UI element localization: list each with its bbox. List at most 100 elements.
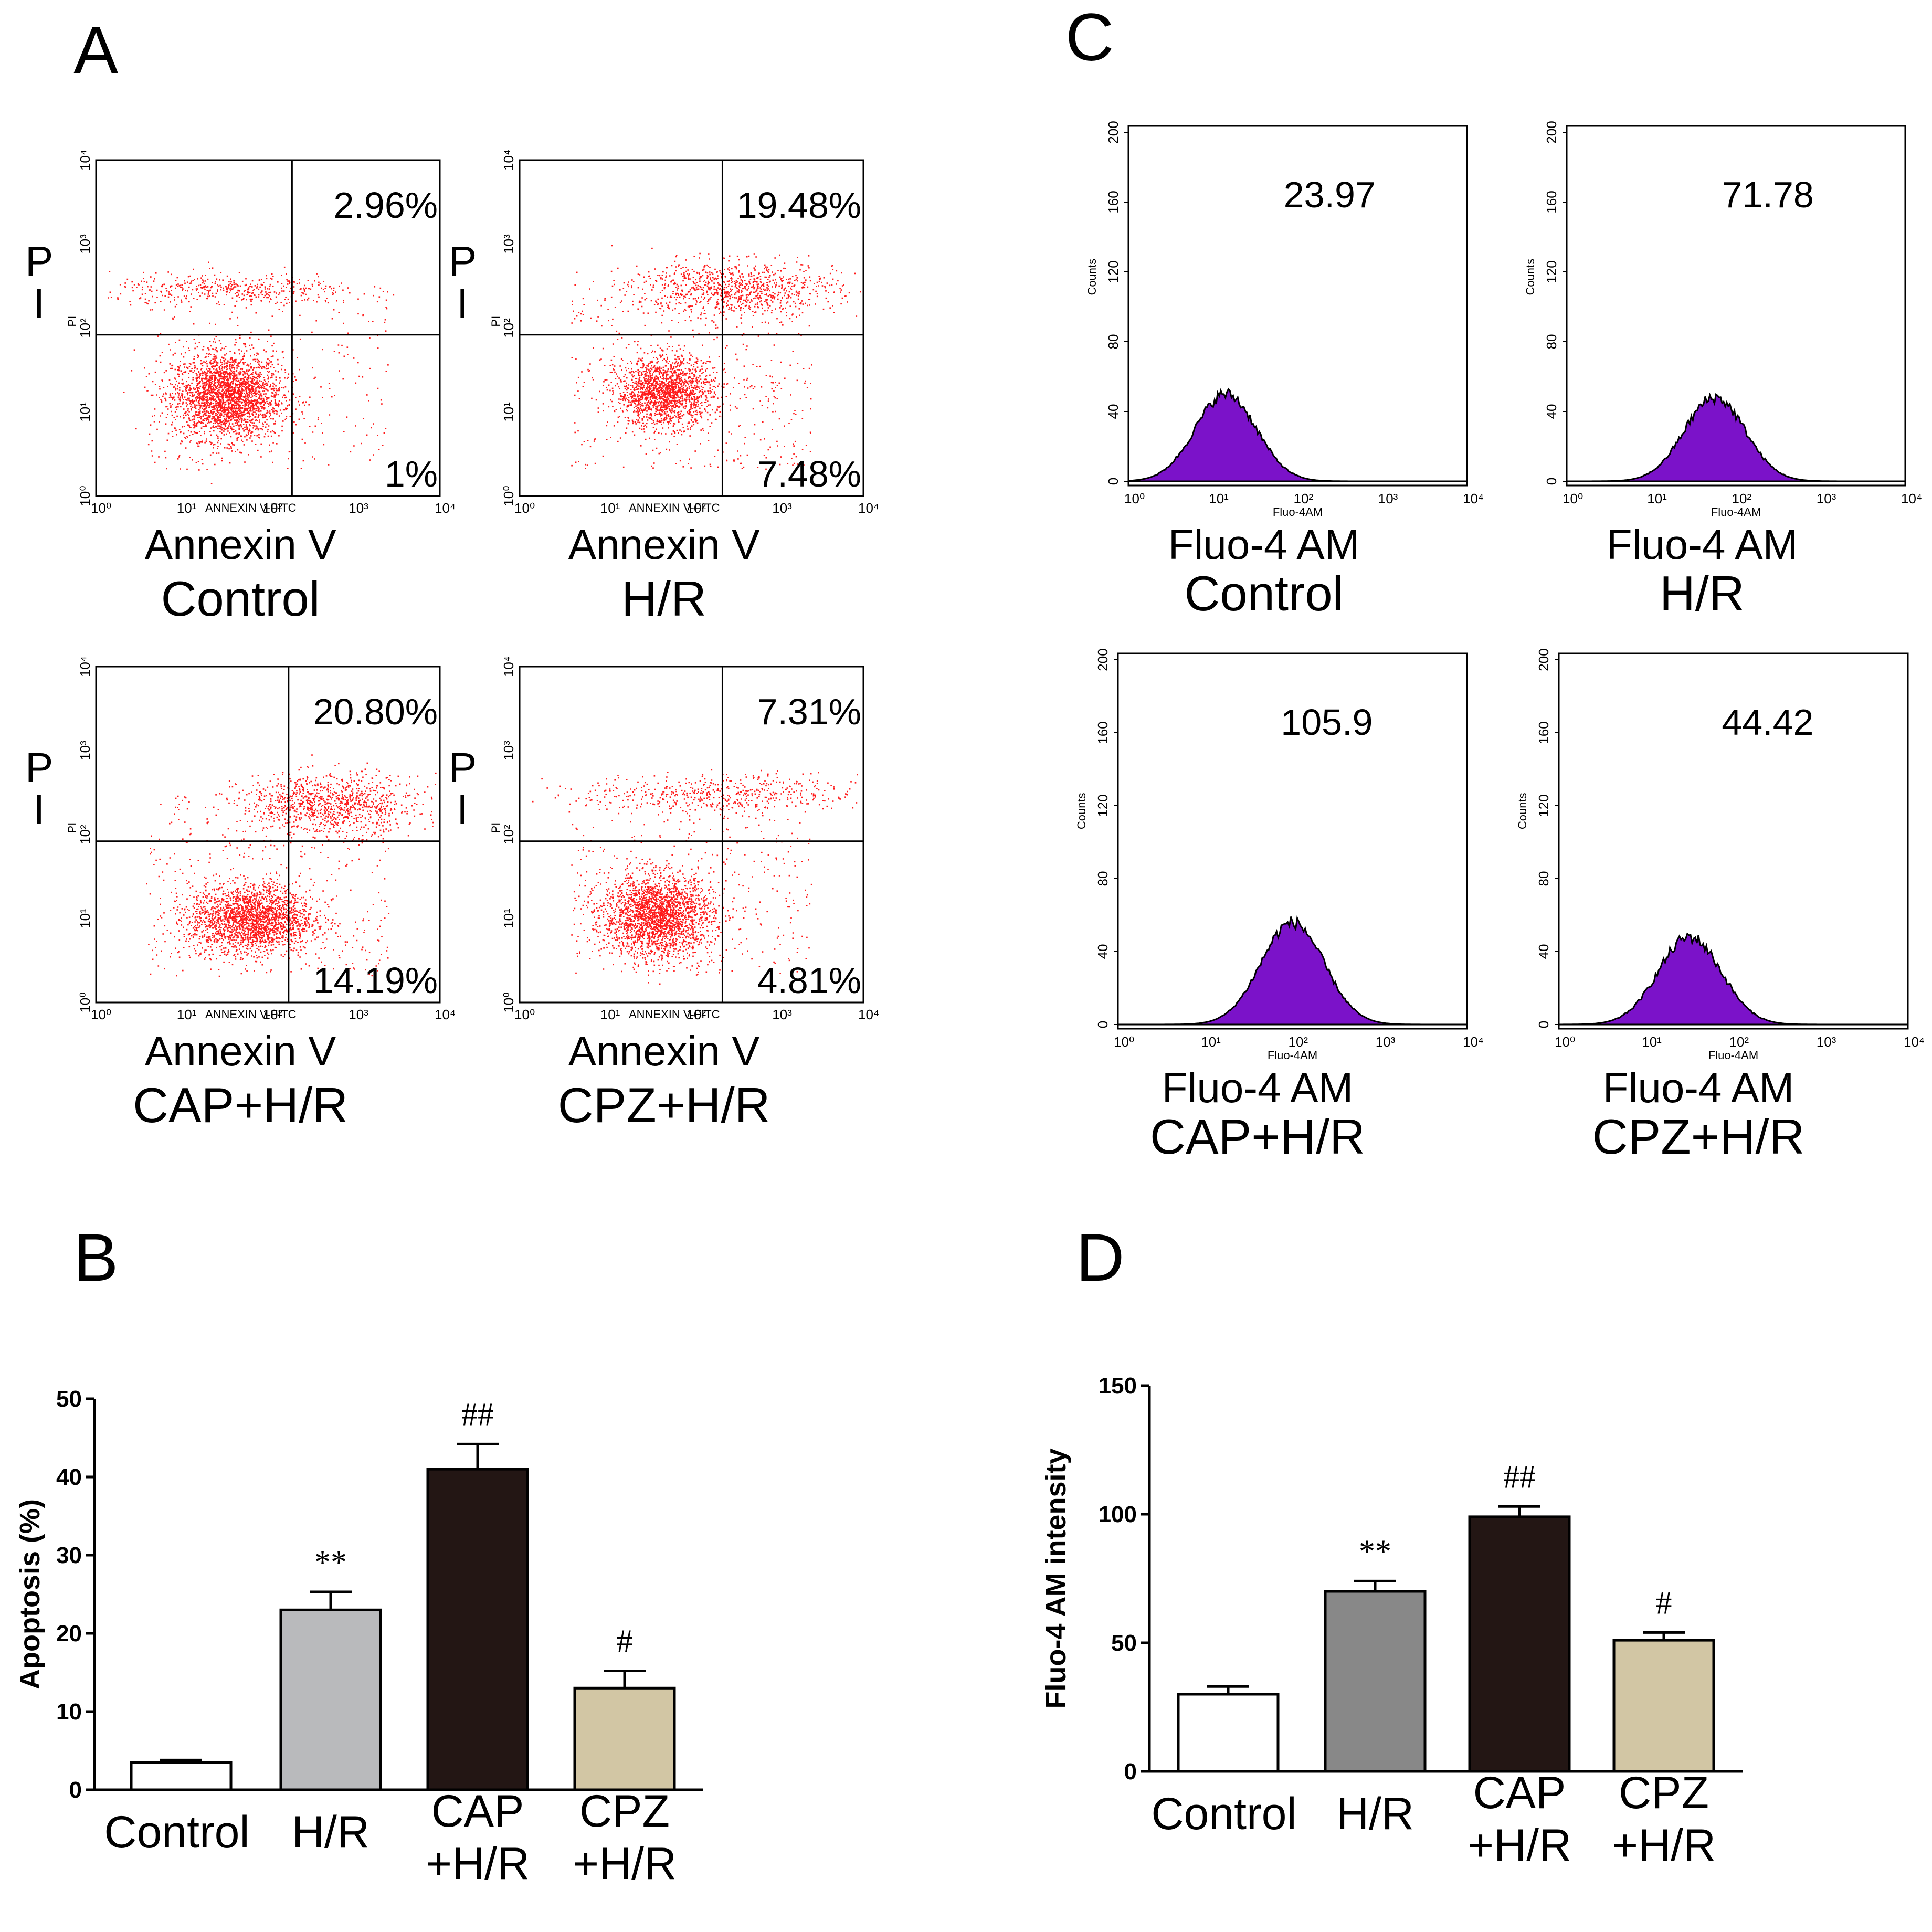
x-tick-label-h-r: 10³: [772, 500, 792, 516]
histogram-group-caption-cap-h-r: CAP+H/R: [1150, 1109, 1365, 1164]
axis-tiny-y-h-r: PI: [489, 316, 502, 327]
chart-b-category-label-h-r: H/R: [292, 1807, 369, 1857]
chart-d-bar-control: [1177, 1693, 1280, 1773]
chart-b-ytick-label: 50: [56, 1386, 82, 1412]
histogram-xtick-label-control: 10¹: [1209, 491, 1229, 506]
y-tick-label-h-r: 10³: [501, 234, 516, 254]
y-tick-label-h-r: 10¹: [501, 402, 516, 422]
chart-d-category-label-control: Control: [1151, 1789, 1296, 1839]
x-tick-label-cap-h-r: 10⁴: [435, 1007, 456, 1022]
pi-label-p-cpz-h-r: P: [449, 744, 477, 791]
histogram-group-caption-cpz-h-r: CPZ+H/R: [1592, 1109, 1805, 1164]
histogram-ytick-label-cpz-h-r: 160: [1536, 721, 1551, 744]
chart-d-category-label-cpz-h-r-line2: +H/R: [1612, 1820, 1716, 1871]
histogram-ytick-label-cap-h-r: 160: [1095, 721, 1111, 744]
histogram-frame-cpz-h-r: [1558, 652, 1909, 1030]
y-tick-label-cpz-h-r: 10⁰: [501, 992, 516, 1012]
axis-tiny-x-cpz-h-r: ANNEXIN V-FITC: [629, 1008, 720, 1021]
x-tick-label-h-r: 10²: [687, 500, 706, 516]
histogram-ytick-label-cap-h-r: 40: [1095, 944, 1111, 959]
annexin-xlabel-control: Annexin V: [145, 521, 336, 568]
chart-b-bar-cap-h-r: [426, 1468, 529, 1791]
histogram-ytick-label-h-r: 40: [1544, 404, 1559, 419]
histogram-group-caption-control: Control: [1184, 566, 1343, 621]
histogram-ytick-label-control: 0: [1105, 478, 1121, 485]
histogram-xtick-label-cap-h-r: 10⁴: [1463, 1034, 1484, 1050]
histogram-group-caption-h-r: H/R: [1660, 566, 1745, 621]
x-tick-label-cpz-h-r: 10¹: [600, 1007, 620, 1022]
x-tick-label-cap-h-r: 10¹: [177, 1007, 197, 1022]
y-tick-label-control: 10¹: [77, 402, 93, 422]
pi-label-i-cap-h-r: I: [33, 786, 45, 833]
dotplot-dots-control: [108, 261, 395, 484]
x-tick-label-cpz-h-r: 10³: [772, 1007, 792, 1022]
histogram-mfi-value-h-r: 71.78: [1722, 174, 1814, 215]
chart-d-ytick-label: 150: [1099, 1373, 1137, 1399]
chart-d-category-label-cap-h-r-line2: +H/R: [1468, 1820, 1571, 1871]
chart-b-category-label-cap-h-r-line2: +H/R: [426, 1839, 530, 1889]
y-tick-label-cap-h-r: 10²: [77, 825, 93, 844]
histogram-ytick-label-cpz-h-r: 120: [1536, 794, 1551, 817]
fluo-xlabel-control: Fluo-4 AM: [1168, 521, 1360, 568]
histogram-xtick-label-h-r: 10³: [1817, 491, 1836, 506]
histogram-ytick-label-control: 160: [1105, 191, 1121, 213]
axis-tiny-x-h-r: ANNEXIN V-FITC: [629, 501, 720, 514]
histogram-ytick-label-cap-h-r: 80: [1095, 871, 1111, 886]
y-tick-label-control: 10⁰: [77, 485, 93, 506]
histogram-fill-h-r: [1567, 392, 1905, 482]
chart-d-bar-cap-h-r: [1468, 1515, 1571, 1773]
x-tick-label-control: 10¹: [177, 500, 197, 516]
histogram-ytick-label-h-r: 80: [1544, 334, 1559, 350]
chart-b-annotation-cap-h-r: ##: [461, 1397, 494, 1432]
y-tick-label-cpz-h-r: 10²: [501, 825, 516, 844]
x-tick-label-h-r: 10⁰: [514, 500, 535, 516]
chart-d-bar-h-r: [1324, 1590, 1427, 1773]
axis-tiny-y-control: PI: [66, 316, 79, 327]
group-caption-cap-h-r: CAP+H/R: [133, 1078, 348, 1133]
histogram-ytick-label-h-r: 160: [1544, 191, 1559, 213]
histogram-xtick-label-control: 10²: [1294, 491, 1314, 506]
histogram-frame-control: [1127, 125, 1468, 487]
histogram-ytick-label-cap-h-r: 200: [1095, 648, 1111, 671]
histogram-mfi-value-cpz-h-r: 44.42: [1722, 702, 1813, 743]
chart-b-bar-cpz-h-r: [573, 1686, 676, 1791]
chart-d-ytick-label: 0: [1124, 1759, 1137, 1785]
chart-b-ytick-label: 40: [56, 1464, 82, 1490]
y-tick-label-cap-h-r: 10⁰: [77, 992, 93, 1012]
axis-tiny-y-cap-h-r: PI: [66, 822, 79, 833]
histogram-ytick-label-control: 120: [1105, 260, 1121, 283]
chart-b-ytick-label: 30: [56, 1543, 82, 1568]
annexin-xlabel-h-r: Annexin V: [568, 521, 760, 568]
chart-b-ytick-label: 20: [56, 1621, 82, 1646]
y-tick-label-h-r: 10⁴: [501, 150, 516, 171]
chart-b-annotation-cpz-h-r: #: [617, 1624, 633, 1660]
dotplot-dots-h-r: [571, 245, 861, 470]
chart-d-annotation-cpz-h-r: #: [1656, 1585, 1672, 1621]
y-tick-label-cap-h-r: 10⁴: [77, 656, 93, 677]
chart-b-category-label-cap-h-r-line1: CAP: [431, 1786, 524, 1836]
y-tick-label-cap-h-r: 10¹: [77, 909, 93, 928]
pi-label-p-control: P: [25, 238, 53, 284]
histogram-ytick-label-cpz-h-r: 0: [1536, 1021, 1551, 1028]
histogram-axis-tiny-x-cpz-h-r: Fluo-4AM: [1708, 1049, 1758, 1062]
lower-right-percent-h-r: 7.48%: [757, 453, 861, 494]
pi-label-i-control: I: [33, 280, 45, 326]
fluo-xlabel-h-r: Fluo-4 AM: [1607, 521, 1798, 568]
y-tick-label-h-r: 10⁰: [501, 485, 516, 506]
histogram-ytick-label-cpz-h-r: 40: [1536, 944, 1551, 959]
histogram-xtick-label-h-r: 10⁴: [1901, 491, 1922, 506]
chart-d-category-label-cap-h-r-line1: CAP: [1473, 1768, 1566, 1818]
histogram-fill-cap-h-r: [1118, 915, 1467, 1026]
histogram-xtick-label-cpz-h-r: 10⁴: [1904, 1034, 1925, 1050]
x-tick-label-cap-h-r: 10⁰: [91, 1007, 111, 1022]
y-tick-label-cpz-h-r: 10¹: [501, 909, 516, 928]
histogram-xtick-label-control: 10³: [1378, 491, 1398, 506]
dotplot-dots-cpz-h-r: [532, 769, 858, 985]
axis-tiny-y-cpz-h-r: PI: [489, 822, 502, 833]
chart-d-category-label-cpz-h-r-line1: CPZ: [1619, 1768, 1709, 1818]
histogram-ytick-label-control: 40: [1105, 404, 1121, 419]
histogram-ytick-label-h-r: 120: [1544, 260, 1559, 283]
x-tick-label-h-r: 10¹: [600, 500, 620, 516]
